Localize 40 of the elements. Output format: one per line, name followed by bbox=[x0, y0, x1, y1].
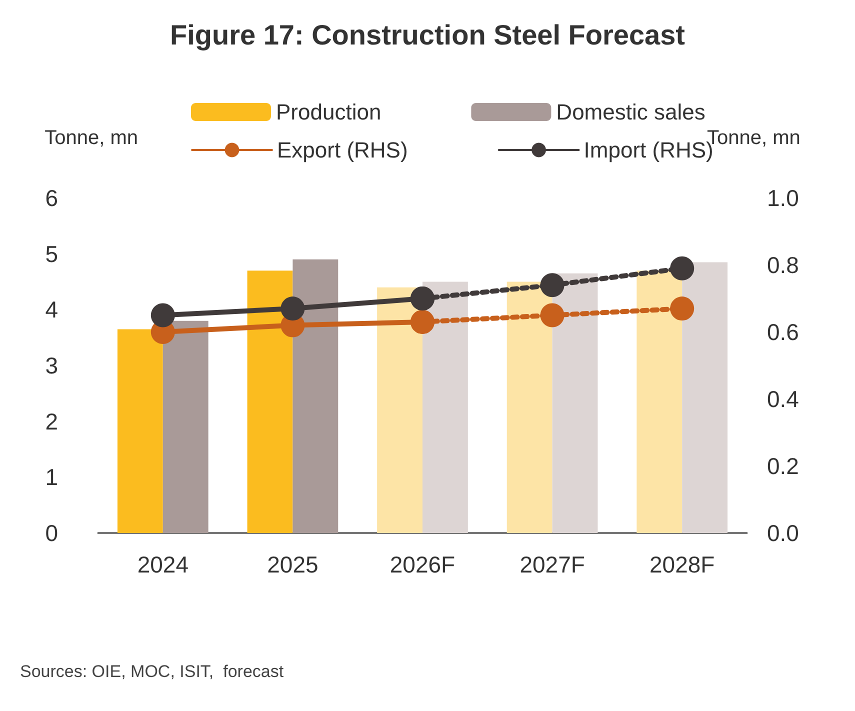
bar bbox=[377, 287, 422, 533]
x-tick-label: 2027F bbox=[520, 552, 585, 578]
y-tick-label: 0 bbox=[45, 520, 58, 546]
y2-tick-label: 0.0 bbox=[767, 520, 799, 546]
y-tick-label: 1 bbox=[45, 464, 58, 490]
y-tick-label: 6 bbox=[45, 185, 58, 211]
point bbox=[150, 303, 175, 328]
y2-tick-label: 1.0 bbox=[767, 185, 799, 211]
bar bbox=[506, 282, 552, 533]
point bbox=[670, 296, 694, 321]
x-tick-label: 2025 bbox=[267, 552, 318, 578]
point bbox=[280, 296, 305, 321]
bar bbox=[636, 270, 682, 533]
bar bbox=[682, 262, 728, 533]
bar bbox=[422, 282, 468, 533]
bar bbox=[292, 259, 338, 533]
x-tick-label: 2026F bbox=[390, 552, 456, 578]
source-note: Sources: OIE, MOC, ISIT, forecast bbox=[20, 662, 284, 681]
y-tick-label: 2 bbox=[45, 408, 58, 434]
point bbox=[540, 303, 564, 328]
bar bbox=[552, 273, 598, 533]
y-tick-label: 5 bbox=[45, 240, 58, 267]
point bbox=[540, 273, 564, 298]
bar bbox=[117, 329, 163, 533]
y2-tick-label: 0.8 bbox=[767, 252, 799, 278]
x-tick-label: 2028F bbox=[649, 552, 715, 578]
x-tick-label: 2024 bbox=[137, 552, 189, 578]
legend-label: Production bbox=[276, 100, 382, 124]
y-axis-title: Tonne, mn bbox=[44, 127, 138, 149]
bar bbox=[162, 320, 208, 533]
point bbox=[670, 256, 694, 280]
y2-tick-label: 0.2 bbox=[767, 453, 799, 479]
legend-label: Export (RHS) bbox=[277, 138, 408, 162]
legend-label: Domestic sales bbox=[556, 100, 706, 124]
y2-tick-label: 0.4 bbox=[767, 386, 800, 412]
chart-title: Figure 17: Construction Steel Forecast bbox=[170, 20, 685, 50]
y-tick-label: 3 bbox=[45, 352, 58, 378]
y2-tick-label: 0.6 bbox=[767, 319, 799, 345]
bar bbox=[247, 270, 293, 533]
y-tick-label: 4 bbox=[45, 296, 58, 323]
